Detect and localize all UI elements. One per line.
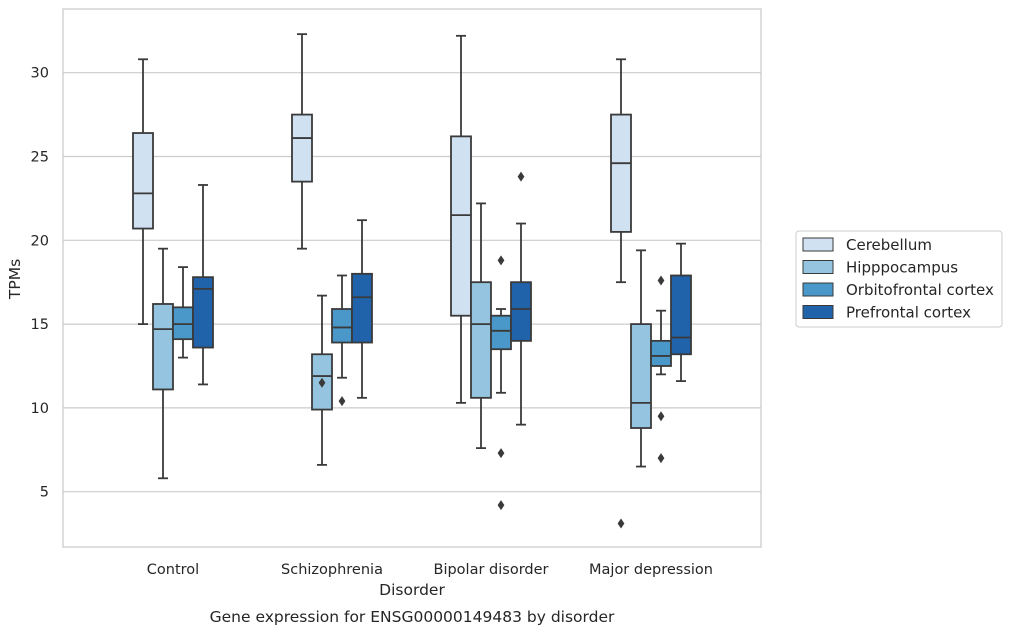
- box-element: [311, 294, 333, 466]
- series-orbitofrontal-cortex: [172, 255, 672, 511]
- outlier-point: [657, 453, 665, 464]
- y-axis-label: TPMs: [6, 259, 24, 300]
- box-iqr: [331, 308, 353, 344]
- legend-swatch: [802, 282, 834, 297]
- x-tick-label: Schizophrenia: [281, 562, 383, 578]
- box-element: [610, 58, 632, 529]
- y-tick-label: 30: [31, 66, 49, 82]
- box-series-layer: [132, 33, 692, 529]
- box-element: [132, 58, 154, 325]
- box-element: [152, 247, 174, 480]
- box-iqr: [670, 274, 692, 356]
- y-tick-label: 10: [31, 401, 49, 417]
- box-element: [450, 34, 472, 404]
- outlier-point: [318, 377, 326, 388]
- box-element: [670, 242, 692, 382]
- legend-label: Hipppocampus: [846, 259, 958, 277]
- box-element: [630, 249, 652, 468]
- box-iqr: [470, 281, 492, 399]
- legend-label: Cerebellum: [846, 236, 932, 254]
- legend-swatch: [802, 260, 834, 274]
- chart-caption: Gene expression for ENSG00000149483 by d…: [210, 608, 615, 626]
- legend-label: Prefrontal cortex: [846, 304, 971, 322]
- outlier-point: [657, 275, 665, 286]
- box-iqr: [630, 323, 652, 429]
- box-element: [470, 202, 492, 450]
- box-iqr: [351, 272, 373, 344]
- y-tick-label: 15: [31, 317, 49, 333]
- box-iqr: [291, 113, 313, 183]
- y-tick-label: 25: [31, 149, 49, 165]
- box-element: [172, 266, 194, 359]
- box-element: [192, 184, 214, 386]
- box-element: [650, 275, 672, 464]
- y-tick-label: 5: [40, 485, 49, 501]
- legend-swatch: [802, 305, 834, 319]
- box-element: [291, 33, 313, 250]
- box-element: [331, 274, 353, 407]
- y-tick-labels: 5 10 15 20 25 30: [31, 66, 49, 501]
- y-tick-label: 20: [31, 233, 49, 249]
- x-tick-label: Control: [147, 562, 199, 578]
- outlier-point: [497, 500, 505, 511]
- legend-frame: [795, 230, 1003, 328]
- outlier-point: [517, 171, 525, 182]
- x-tick-label: Bipolar disorder: [434, 562, 549, 578]
- outlier-point: [497, 255, 505, 266]
- outlier-point: [617, 518, 625, 529]
- series-hipppocampus: [152, 202, 652, 480]
- box-iqr: [450, 135, 472, 317]
- box-iqr: [132, 132, 154, 230]
- legend-swatch: [802, 237, 834, 252]
- outlier-point: [497, 448, 505, 459]
- legend: Cerebellum Hipppocampus Orbitofrontal cort…: [795, 230, 1003, 328]
- series-prefrontal-cortex: [192, 171, 692, 426]
- legend-label: Orbitofrontal cortex: [846, 281, 994, 299]
- legend-entries: Cerebellum Hipppocampus Orbitofrontal cort…: [802, 236, 994, 322]
- box-iqr: [650, 339, 672, 367]
- box-iqr: [490, 314, 512, 351]
- x-axis-label: Disorder: [379, 581, 445, 599]
- x-tick-labels: Control Schizophrenia Bipolar disorder Majo…: [147, 562, 713, 578]
- series-cerebellum: [132, 33, 632, 529]
- outlier-point: [338, 396, 346, 407]
- gridlines: [63, 72, 761, 493]
- box-iqr: [192, 276, 214, 349]
- box-iqr: [510, 281, 532, 342]
- outlier-point: [657, 411, 665, 422]
- box-iqr: [152, 303, 174, 391]
- box-element: [510, 171, 532, 426]
- box-element: [351, 219, 373, 399]
- box-iqr: [610, 113, 632, 233]
- plot-frame: [62, 8, 762, 548]
- box-element: [490, 255, 512, 511]
- x-tick-label: Major depression: [589, 562, 713, 578]
